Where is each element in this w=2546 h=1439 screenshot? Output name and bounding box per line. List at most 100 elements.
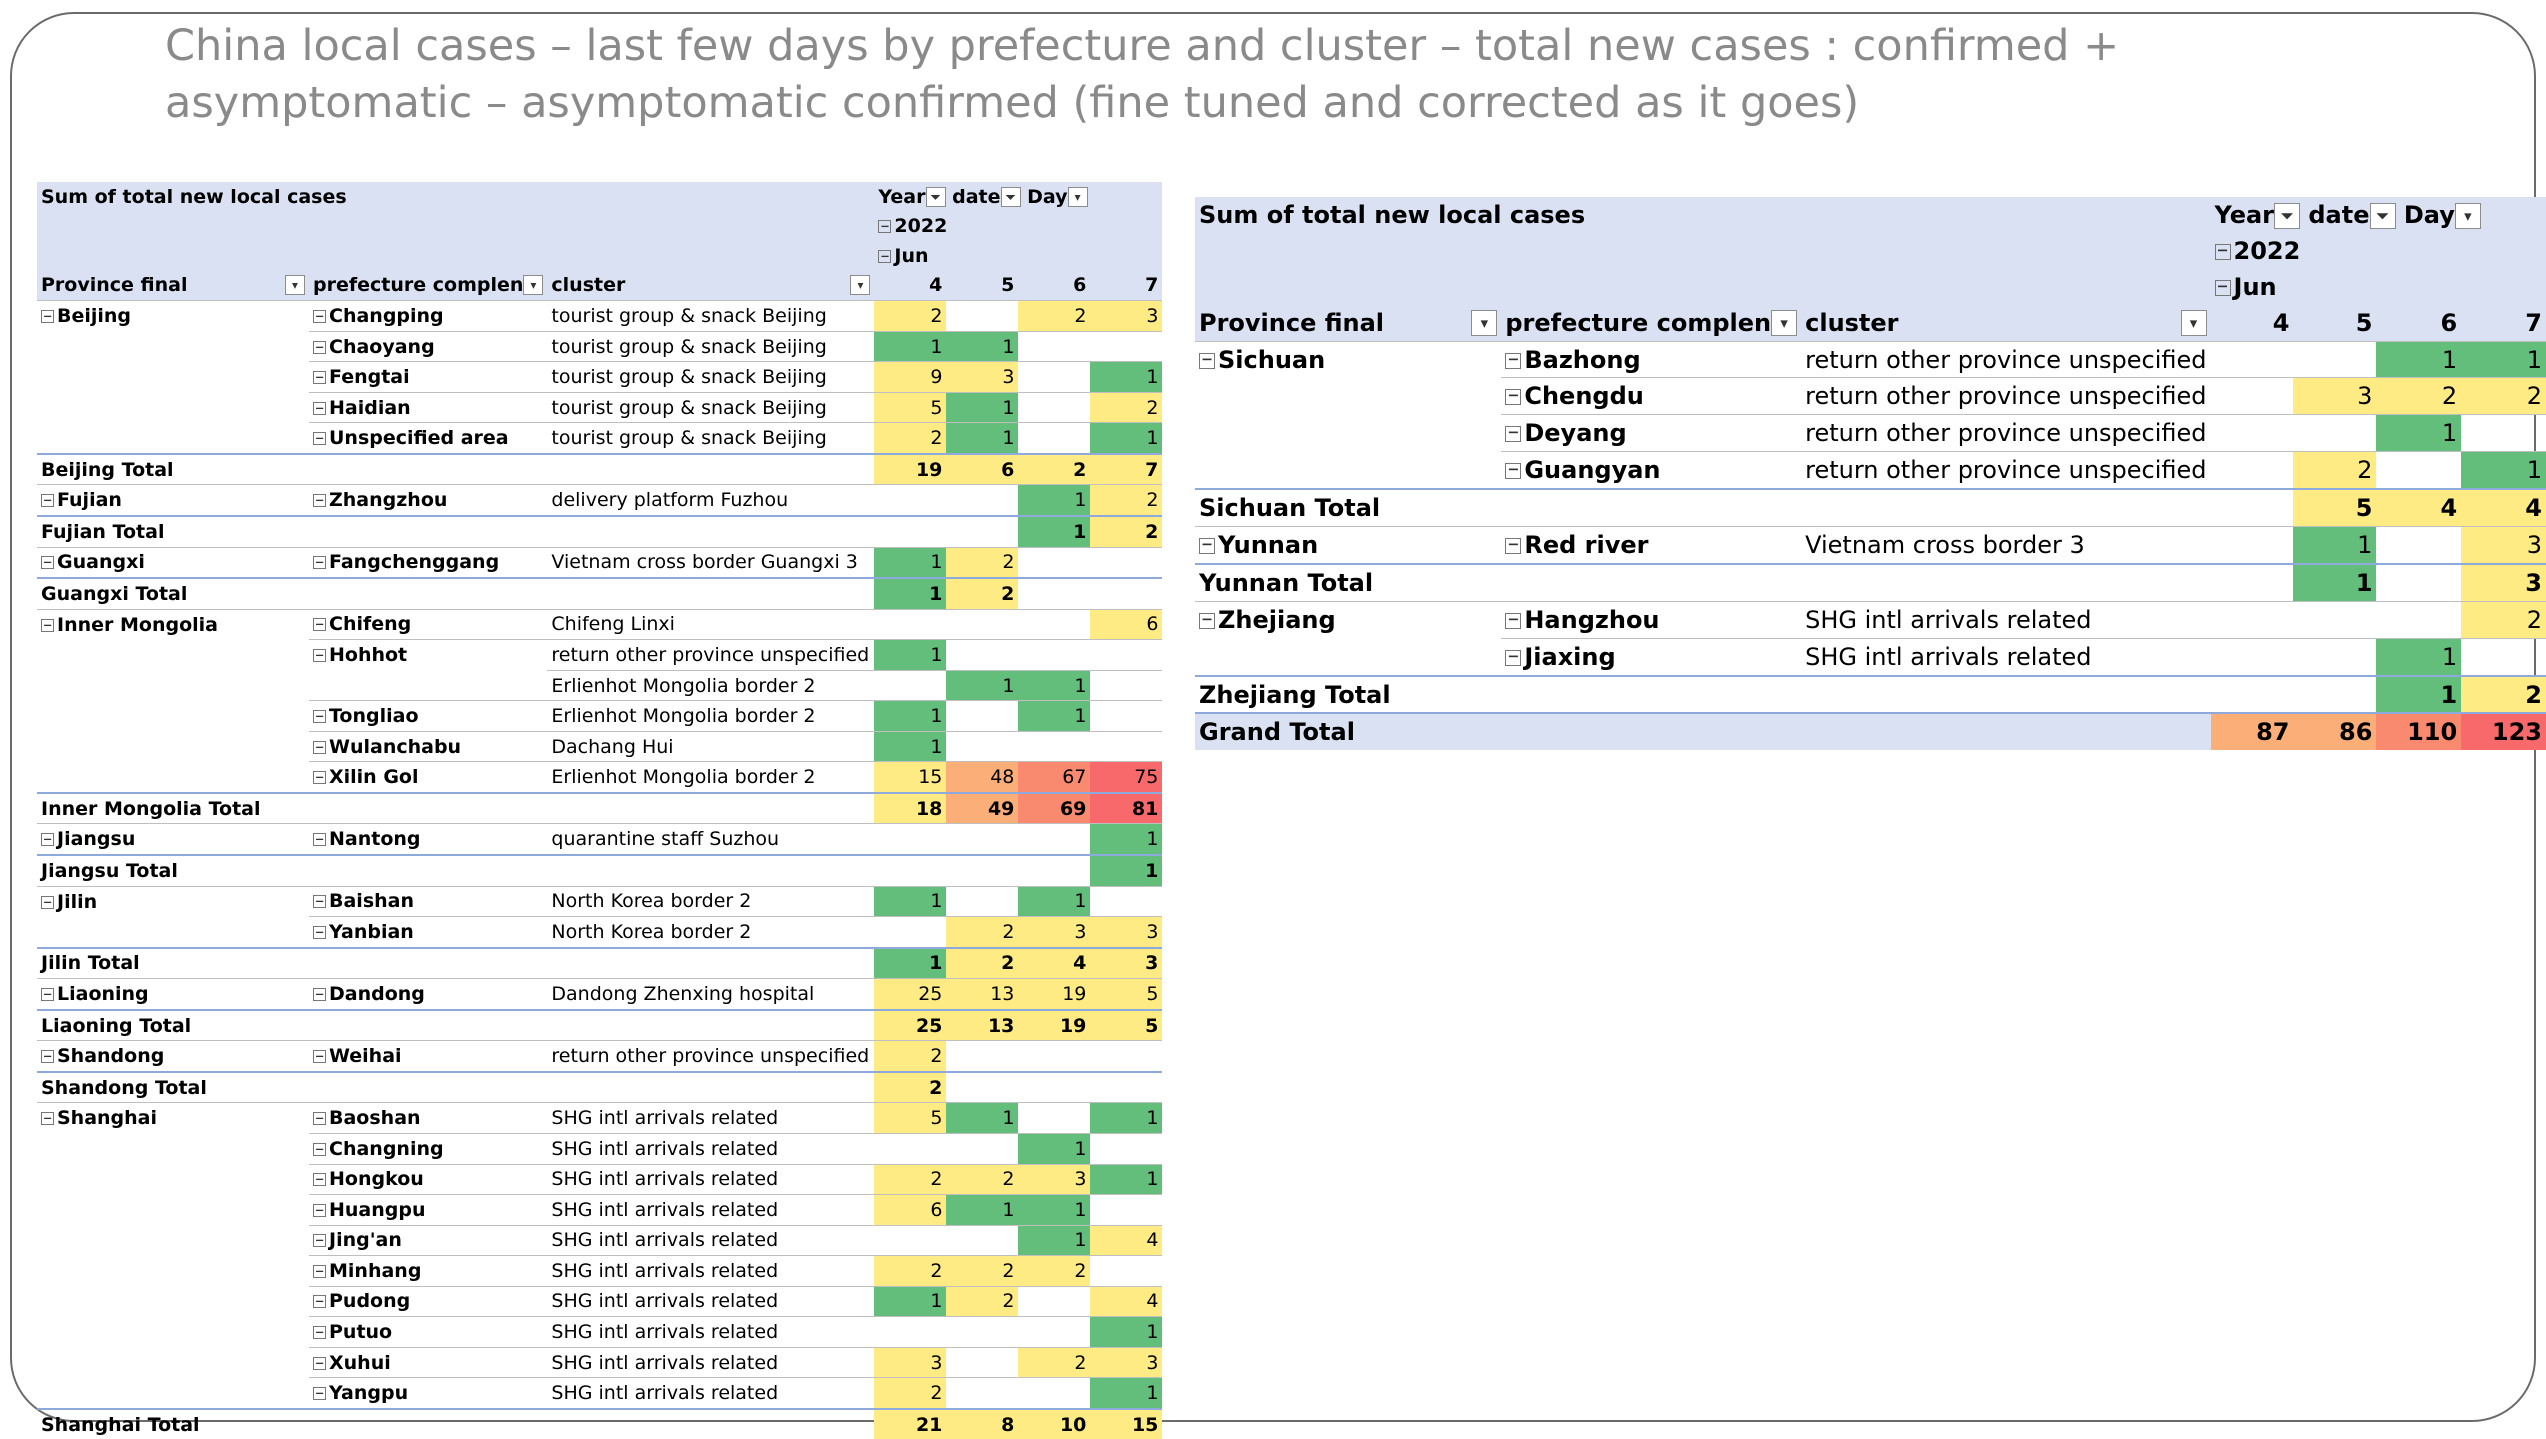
province-cell[interactable]: − Zhejiang	[1195, 600, 1502, 639]
minus-box-icon[interactable]: −	[1505, 536, 1522, 554]
minus-box-icon[interactable]: −	[313, 1049, 326, 1064]
minus-box-icon[interactable]: −	[313, 1202, 326, 1217]
province-cell[interactable]: − Beijing	[37, 300, 309, 332]
minus-box-icon[interactable]: −	[313, 555, 326, 570]
year-item[interactable]: −2022	[2210, 232, 2546, 269]
prefecture-cell[interactable]: − Jing'an	[309, 1224, 548, 1256]
province-cell[interactable]: − Shanghai	[37, 1102, 309, 1134]
prefecture-cell[interactable]: − Jiaxing	[1501, 637, 1802, 676]
prefecture-cell[interactable]: − Chengdu	[1501, 377, 1802, 415]
cluster-field-header[interactable]: cluster ▾	[1801, 304, 2211, 342]
minus-box-icon[interactable]: −	[313, 493, 326, 508]
minus-box-icon[interactable]: −	[41, 555, 54, 570]
prefecture-cell[interactable]: − Changning	[309, 1132, 548, 1164]
province-cell[interactable]: − Yunnan	[1195, 526, 1502, 564]
minus-box-icon[interactable]: −	[313, 1141, 326, 1156]
prefecture-cell[interactable]: − Yanbian	[309, 916, 548, 948]
minus-box-icon[interactable]: −	[313, 832, 326, 847]
province-cell[interactable]: − Liaoning	[37, 978, 309, 1010]
prefecture-cell[interactable]: − Nantong	[309, 823, 548, 856]
prefecture-cell[interactable]: − Bazhong	[1501, 340, 1802, 378]
province-cell[interactable]: − Jiangsu	[37, 823, 309, 856]
minus-box-icon[interactable]: −	[878, 248, 892, 263]
chevron-down-icon[interactable]: ▾	[2454, 202, 2481, 229]
prefecture-cell[interactable]: − Fangchenggang	[309, 546, 548, 579]
minus-box-icon[interactable]: −	[41, 1111, 54, 1126]
prefecture-cell[interactable]: − Hangzhou	[1501, 600, 1802, 639]
prefecture-cell[interactable]: − Tongliao	[309, 700, 548, 732]
minus-box-icon[interactable]: −	[1199, 351, 1215, 369]
minus-box-icon[interactable]: −	[41, 894, 54, 909]
prefecture-cell[interactable]: − Deyang	[1501, 414, 1802, 452]
filter-dropdown-icon[interactable]: ⏷	[2274, 202, 2301, 229]
prefecture-cell[interactable]: − Changping	[309, 300, 548, 332]
chevron-down-icon[interactable]: ▾	[1771, 309, 1798, 336]
minus-box-icon[interactable]: −	[313, 1111, 326, 1126]
province-cell[interactable]: − Sichuan	[1195, 340, 1502, 378]
minus-box-icon[interactable]: −	[313, 986, 326, 1001]
month-item[interactable]: − Jun	[874, 241, 1163, 271]
month-item[interactable]: − Jun	[2210, 268, 2546, 305]
prefecture-cell[interactable]: − Xilin Gol	[309, 761, 548, 793]
year-item[interactable]: −2022	[874, 211, 1163, 242]
minus-box-icon[interactable]: −	[41, 832, 54, 847]
province-cell[interactable]: − Guangxi	[37, 546, 309, 579]
minus-box-icon[interactable]: −	[313, 739, 326, 754]
chevron-down-icon[interactable]: ▾	[2180, 309, 2207, 336]
minus-box-icon[interactable]: −	[313, 1355, 326, 1370]
cluster-field-header[interactable]: cluster ▾	[547, 270, 875, 301]
minus-box-icon[interactable]: −	[878, 219, 892, 234]
minus-box-icon[interactable]: −	[313, 617, 326, 632]
minus-box-icon[interactable]: −	[313, 894, 326, 909]
prefecture-cell[interactable]: − Dandong	[309, 978, 548, 1010]
minus-box-icon[interactable]: −	[1505, 388, 1522, 406]
minus-box-icon[interactable]: −	[313, 1325, 326, 1339]
prefecture-cell[interactable]: − Xuhui	[309, 1346, 548, 1378]
province-cell[interactable]: − Fujian	[37, 484, 309, 517]
filter-dropdown-icon[interactable]: ⏷	[925, 187, 946, 208]
prefecture-cell[interactable]: − Red river	[1501, 526, 1802, 564]
prefecture-cell[interactable]: − Chaoyang	[309, 330, 548, 362]
chevron-down-icon[interactable]: ▾	[523, 275, 544, 296]
minus-box-icon[interactable]: −	[313, 370, 326, 385]
prefecture-cell[interactable]: − Yangpu	[309, 1377, 548, 1409]
minus-box-icon[interactable]: −	[313, 648, 326, 663]
minus-box-icon[interactable]: −	[313, 709, 326, 724]
prefecture-cell[interactable]: − Guangyan	[1501, 451, 1802, 490]
prefecture-cell[interactable]: − Hohhot	[309, 639, 548, 671]
prefecture-cell[interactable]: − Huangpu	[309, 1194, 548, 1226]
minus-box-icon[interactable]: −	[41, 1049, 54, 1064]
minus-box-icon[interactable]: −	[1505, 648, 1522, 666]
prefecture-cell[interactable]: − Baishan	[309, 885, 548, 917]
minus-box-icon[interactable]: −	[313, 400, 326, 415]
province-cell[interactable]: − Shandong	[37, 1040, 309, 1072]
minus-box-icon[interactable]: −	[41, 309, 54, 324]
province-cell[interactable]: − Inner Mongolia	[37, 608, 309, 640]
minus-box-icon[interactable]: −	[41, 617, 54, 632]
minus-box-icon[interactable]: −	[313, 431, 326, 446]
prefecture-cell[interactable]: − Putuo	[309, 1316, 548, 1348]
prefecture-field-header[interactable]: prefecture complen ▾	[309, 270, 548, 301]
prefecture-cell[interactable]: − Hongkou	[309, 1163, 548, 1195]
prefecture-cell[interactable]: − Wulanchabu	[309, 730, 548, 762]
prefecture-field-header[interactable]: prefecture complen ▾	[1501, 304, 1802, 342]
prefecture-cell[interactable]: − Unspecified area	[309, 422, 548, 454]
province-cell[interactable]: − Jilin	[37, 885, 309, 917]
prefecture-cell[interactable]: − Fengtai	[309, 361, 548, 393]
minus-box-icon[interactable]: −	[2214, 242, 2231, 260]
minus-box-icon[interactable]: −	[313, 1172, 326, 1187]
prefecture-cell[interactable]: − Chifeng	[309, 608, 548, 640]
minus-box-icon[interactable]: −	[1199, 536, 1215, 554]
minus-box-icon[interactable]: −	[41, 493, 54, 508]
chevron-down-icon[interactable]: ▾	[285, 275, 305, 296]
minus-box-icon[interactable]: −	[1505, 425, 1522, 443]
minus-box-icon[interactable]: −	[313, 1386, 326, 1401]
filter-dropdown-icon[interactable]: ⏷	[2369, 202, 2396, 229]
province-field-header[interactable]: Province final ▾	[37, 270, 309, 301]
minus-box-icon[interactable]: −	[313, 308, 326, 323]
prefecture-cell[interactable]: − Haidian	[309, 391, 548, 423]
chevron-down-icon[interactable]: ▾	[850, 275, 871, 296]
prefecture-cell[interactable]: − Zhangzhou	[309, 484, 548, 517]
prefecture-cell[interactable]: − Pudong	[309, 1285, 548, 1317]
minus-box-icon[interactable]: −	[313, 770, 326, 785]
